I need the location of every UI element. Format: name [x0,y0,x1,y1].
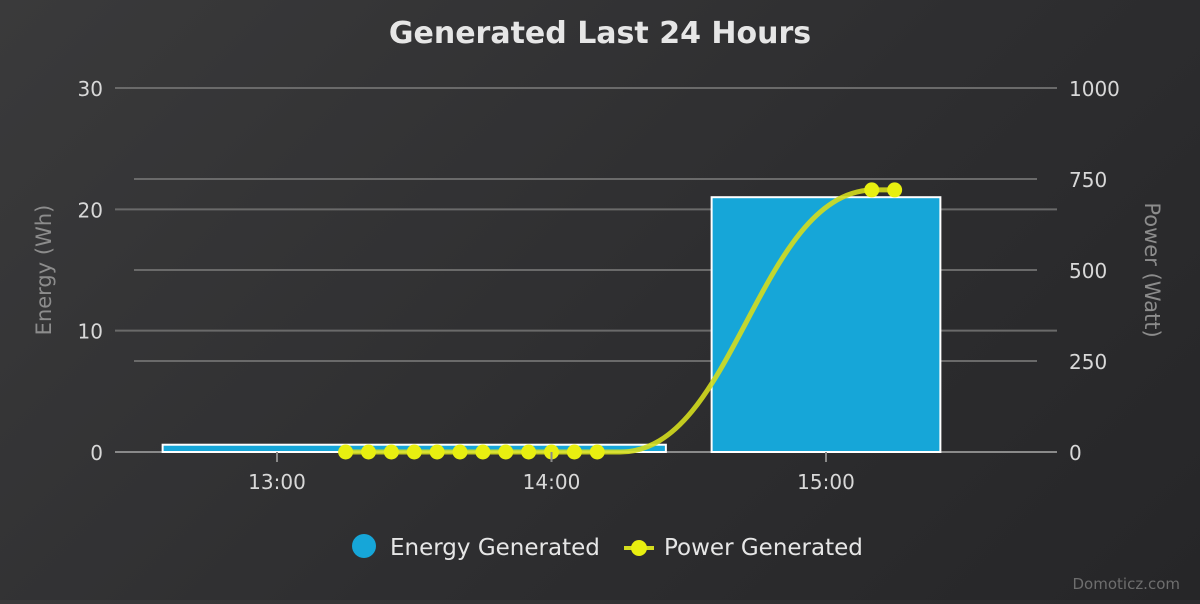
bars-layer [161,196,942,454]
left-tick-label: 20 [78,198,103,222]
right-tick-label: 1000 [1069,77,1120,101]
axis-layer: 0 10 20 30 0 250 500 750 1000 13:00 14:00 15:00 [78,77,1120,494]
power-point[interactable] [429,444,445,460]
legend-power-label: Power Generated [664,535,863,561]
power-point[interactable] [589,444,605,460]
energy-bar[interactable] [710,196,942,453]
left-tick-label: 10 [78,320,103,344]
legend-energy-marker [352,534,376,558]
power-point[interactable] [361,444,376,460]
power-point[interactable] [475,444,491,460]
left-tick-label: 0 [90,441,103,465]
right-tick-label: 500 [1069,259,1107,283]
line-layer [345,187,895,455]
chart-title: Generated Last 24 Hours [389,16,811,51]
power-point[interactable] [521,444,537,460]
right-tick-label: 750 [1069,168,1107,192]
left-tick-label: 30 [78,77,103,101]
legend-power-marker [631,540,647,556]
power-point[interactable] [864,182,880,198]
right-tick-label: 250 [1069,350,1107,374]
x-tick-label: 13:00 [248,470,306,494]
legend: Energy Generated Power Generated [352,534,863,561]
credit-link[interactable]: Domoticz.com [1073,575,1181,593]
legend-energy-label: Energy Generated [390,535,600,561]
grid-layer [115,87,1057,453]
points-layer [338,182,903,460]
right-axis-label: Power (Watt) [1140,202,1164,337]
power-point[interactable] [498,444,514,460]
power-point[interactable] [406,444,422,460]
x-tick-label: 14:00 [523,470,581,494]
power-point[interactable] [566,444,582,460]
legend-item-power[interactable]: Power Generated [624,535,863,561]
power-point[interactable] [338,444,354,460]
left-axis-label: Energy (Wh) [32,205,56,336]
x-tick-label: 15:00 [797,470,855,494]
power-point[interactable] [383,444,399,460]
right-tick-label: 0 [1069,441,1082,465]
power-point[interactable] [887,182,903,198]
power-line [345,187,895,455]
power-point[interactable] [452,444,468,460]
legend-item-energy[interactable]: Energy Generated [352,534,600,561]
